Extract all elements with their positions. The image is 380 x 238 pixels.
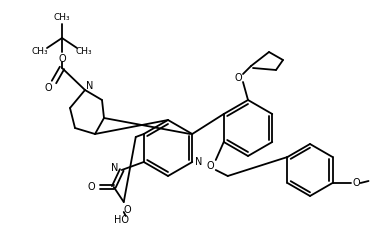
Text: CH₃: CH₃ [54,14,70,23]
Text: O: O [207,161,215,171]
Text: N: N [111,163,119,173]
Text: O: O [44,83,52,93]
Text: O: O [234,73,242,83]
Text: N: N [86,81,94,91]
Text: CH₃: CH₃ [32,48,48,56]
Text: N: N [195,157,202,167]
Text: O: O [58,54,66,64]
Text: O: O [88,182,95,192]
Text: O: O [124,205,131,215]
Text: HO: HO [114,215,129,225]
Text: CH₃: CH₃ [76,48,92,56]
Text: O: O [353,178,360,188]
